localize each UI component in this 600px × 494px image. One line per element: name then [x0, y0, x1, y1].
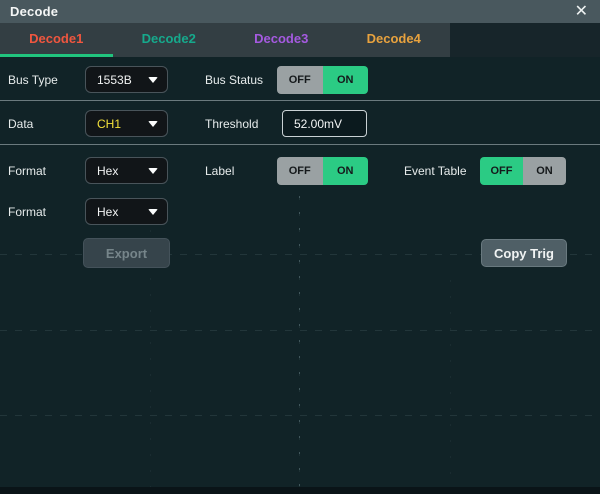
graticule-hline [0, 254, 600, 255]
graticule-hline [0, 330, 600, 331]
event-table-label: Event Table [404, 164, 467, 178]
format2-value: Hex [97, 204, 119, 219]
format2-label: Format [8, 205, 47, 219]
dialog-title: Decode [10, 4, 59, 19]
tab-strip: Decode1 Decode2 Decode3 Decode4 [0, 23, 600, 57]
chevron-down-icon [148, 208, 158, 215]
chevron-down-icon [148, 120, 158, 127]
graticule-vline [299, 196, 300, 487]
event-table-on[interactable]: ON [523, 157, 566, 185]
bus-type-value: 1553B [97, 72, 132, 87]
bus-status-label: Bus Status [205, 73, 264, 87]
event-table-off[interactable]: OFF [480, 157, 523, 185]
threshold-value: 52.00mV [294, 116, 343, 131]
label-on[interactable]: ON [322, 157, 368, 185]
separator [0, 144, 600, 145]
copy-trig-button[interactable]: Copy Trig [481, 239, 567, 267]
close-icon[interactable]: ✕ [574, 2, 588, 20]
data-label: Data [8, 117, 34, 131]
tab-decode1[interactable]: Decode1 [0, 23, 113, 57]
export-button[interactable]: Export [83, 238, 170, 268]
tab-decode4[interactable]: Decode4 [366, 31, 421, 46]
chevron-down-icon [148, 76, 158, 83]
label-switch-label: Label [205, 164, 235, 178]
tab-decode2[interactable]: Decode2 [141, 31, 196, 46]
format-label: Format [8, 164, 47, 178]
separator [0, 100, 600, 101]
bus-status-off[interactable]: OFF [277, 66, 323, 94]
data-source-value: CH1 [97, 116, 122, 131]
chevron-down-icon [148, 167, 158, 174]
label-toggle[interactable]: OFF ON [277, 157, 368, 185]
graticule-hline [0, 415, 600, 416]
format-value: Hex [97, 163, 119, 178]
event-table-toggle[interactable]: OFF ON [480, 157, 566, 185]
bus-type-label: Bus Type [8, 73, 58, 87]
format-dropdown[interactable]: Hex [85, 157, 168, 184]
tabs-container: Decode1 Decode2 Decode3 Decode4 [0, 23, 450, 57]
threshold-label: Threshold [205, 117, 259, 131]
bus-status-on[interactable]: ON [322, 66, 368, 94]
label-off[interactable]: OFF [277, 157, 323, 185]
title-bar: Decode ✕ [0, 0, 600, 23]
format2-dropdown[interactable]: Hex [85, 198, 168, 225]
graticule-vline [450, 280, 451, 487]
tab-decode3[interactable]: Decode3 [254, 31, 309, 46]
bottom-edge [0, 487, 600, 494]
bus-type-dropdown[interactable]: 1553B [85, 66, 168, 93]
graticule-vline [150, 230, 151, 487]
threshold-input[interactable]: 52.00mV [282, 110, 367, 137]
bus-status-toggle[interactable]: OFF ON [277, 66, 368, 94]
data-source-dropdown[interactable]: CH1 [85, 110, 168, 137]
